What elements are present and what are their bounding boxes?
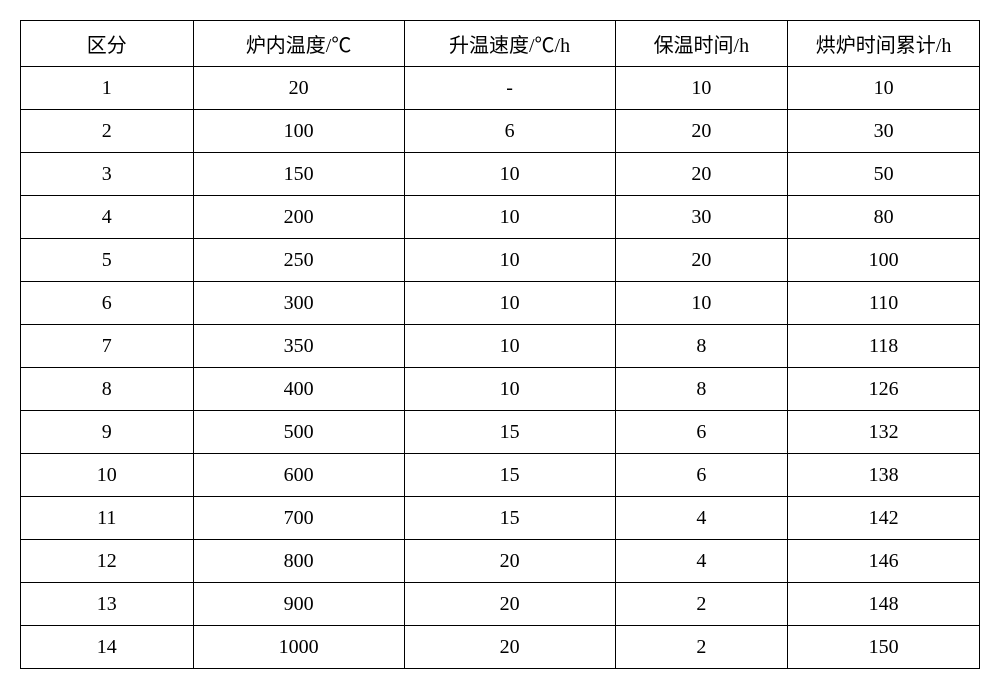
table-cell: 2 — [21, 110, 194, 153]
table-cell: 800 — [193, 540, 404, 583]
table-cell: 10 — [404, 196, 615, 239]
table-cell: 50 — [788, 153, 980, 196]
table-cell: 350 — [193, 325, 404, 368]
table-cell: 250 — [193, 239, 404, 282]
table-cell: 200 — [193, 196, 404, 239]
table-cell: 900 — [193, 583, 404, 626]
table-body: 120-101021006203031501020504200103080525… — [21, 67, 980, 669]
table-cell: 600 — [193, 454, 404, 497]
table-cell: 4 — [615, 497, 788, 540]
table-cell: 10 — [21, 454, 194, 497]
table-cell: 6 — [404, 110, 615, 153]
table-row: 141000202150 — [21, 626, 980, 669]
table-cell: 80 — [788, 196, 980, 239]
table-cell: 11 — [21, 497, 194, 540]
table-row: 120-1010 — [21, 67, 980, 110]
table-cell: 5 — [21, 239, 194, 282]
table-cell: 400 — [193, 368, 404, 411]
table-cell: 30 — [615, 196, 788, 239]
table-cell: 20 — [615, 110, 788, 153]
table-cell: 100 — [788, 239, 980, 282]
table-cell: 1 — [21, 67, 194, 110]
table-row: 12800204146 — [21, 540, 980, 583]
table-cell: 2 — [615, 626, 788, 669]
table-cell: 132 — [788, 411, 980, 454]
table-cell: 4 — [21, 196, 194, 239]
table-row: 8400108126 — [21, 368, 980, 411]
table-cell: 20 — [404, 626, 615, 669]
table-cell: 700 — [193, 497, 404, 540]
table-cell: 10 — [404, 282, 615, 325]
table-cell: 150 — [193, 153, 404, 196]
table-cell: 20 — [193, 67, 404, 110]
col-header-cumulative-time: 烘炉时间累计/h — [788, 21, 980, 67]
table-cell: 500 — [193, 411, 404, 454]
table-cell: 100 — [193, 110, 404, 153]
table-row: 4200103080 — [21, 196, 980, 239]
table-cell: 15 — [404, 411, 615, 454]
table-cell: 10 — [788, 67, 980, 110]
table-cell: 10 — [615, 67, 788, 110]
table-cell: 10 — [404, 368, 615, 411]
table-cell: 150 — [788, 626, 980, 669]
table-cell: 6 — [615, 411, 788, 454]
table-cell: 10 — [615, 282, 788, 325]
table-cell: 300 — [193, 282, 404, 325]
col-header-heating-rate: 升温速度/℃/h — [404, 21, 615, 67]
table-cell: 15 — [404, 454, 615, 497]
table-cell: 110 — [788, 282, 980, 325]
table-row: 52501020100 — [21, 239, 980, 282]
table-cell: 20 — [404, 540, 615, 583]
table-row: 3150102050 — [21, 153, 980, 196]
table-cell: 8 — [615, 325, 788, 368]
table-row: 13900202148 — [21, 583, 980, 626]
table-cell: 30 — [788, 110, 980, 153]
table-cell: 20 — [404, 583, 615, 626]
table-cell: 148 — [788, 583, 980, 626]
table-cell: 10 — [404, 239, 615, 282]
table-cell: 12 — [21, 540, 194, 583]
table-cell: 20 — [615, 239, 788, 282]
table-cell: 6 — [21, 282, 194, 325]
table-cell: 2 — [615, 583, 788, 626]
table-cell: 8 — [21, 368, 194, 411]
col-header-hold-time: 保温时间/h — [615, 21, 788, 67]
table-cell: 126 — [788, 368, 980, 411]
table-cell: 118 — [788, 325, 980, 368]
table-cell: 3 — [21, 153, 194, 196]
table-cell: 9 — [21, 411, 194, 454]
table-cell: 13 — [21, 583, 194, 626]
table-cell: 4 — [615, 540, 788, 583]
table-cell: 14 — [21, 626, 194, 669]
table-cell: 8 — [615, 368, 788, 411]
col-header-zone: 区分 — [21, 21, 194, 67]
table-cell: 138 — [788, 454, 980, 497]
table-cell: 10 — [404, 153, 615, 196]
table-row: 10600156138 — [21, 454, 980, 497]
furnace-schedule-table: 区分 炉内温度/℃ 升温速度/℃/h 保温时间/h 烘炉时间累计/h 120-1… — [20, 20, 980, 669]
table-row: 7350108118 — [21, 325, 980, 368]
table-cell: - — [404, 67, 615, 110]
col-header-temperature: 炉内温度/℃ — [193, 21, 404, 67]
table-cell: 7 — [21, 325, 194, 368]
table-row: 9500156132 — [21, 411, 980, 454]
table-row: 11700154142 — [21, 497, 980, 540]
table-row: 210062030 — [21, 110, 980, 153]
table-row: 63001010110 — [21, 282, 980, 325]
table-cell: 15 — [404, 497, 615, 540]
table-cell: 6 — [615, 454, 788, 497]
table-cell: 1000 — [193, 626, 404, 669]
table-cell: 20 — [615, 153, 788, 196]
table-cell: 10 — [404, 325, 615, 368]
table-cell: 146 — [788, 540, 980, 583]
table-cell: 142 — [788, 497, 980, 540]
table-header-row: 区分 炉内温度/℃ 升温速度/℃/h 保温时间/h 烘炉时间累计/h — [21, 21, 980, 67]
